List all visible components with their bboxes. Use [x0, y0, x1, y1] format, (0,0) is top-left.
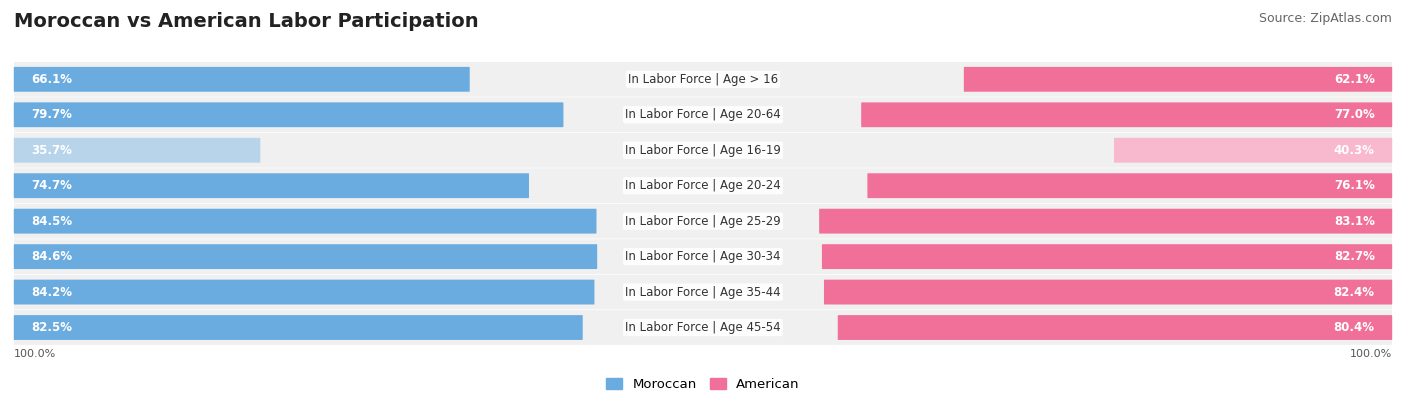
Legend: Moroccan, American: Moroccan, American	[600, 373, 806, 395]
Text: 100.0%: 100.0%	[14, 349, 56, 359]
FancyBboxPatch shape	[823, 244, 1392, 269]
Text: 76.1%: 76.1%	[1334, 179, 1375, 192]
FancyBboxPatch shape	[868, 173, 1392, 198]
FancyBboxPatch shape	[14, 315, 582, 340]
Text: In Labor Force | Age 16-19: In Labor Force | Age 16-19	[626, 144, 780, 157]
Text: 100.0%: 100.0%	[1350, 349, 1392, 359]
Text: 77.0%: 77.0%	[1334, 108, 1375, 121]
Text: In Labor Force | Age 20-64: In Labor Force | Age 20-64	[626, 108, 780, 121]
FancyBboxPatch shape	[14, 62, 1392, 97]
FancyBboxPatch shape	[14, 102, 564, 127]
Text: In Labor Force | Age 25-29: In Labor Force | Age 25-29	[626, 214, 780, 228]
FancyBboxPatch shape	[14, 209, 596, 233]
Text: Moroccan vs American Labor Participation: Moroccan vs American Labor Participation	[14, 12, 478, 31]
Text: 84.6%: 84.6%	[31, 250, 72, 263]
FancyBboxPatch shape	[862, 102, 1392, 127]
FancyBboxPatch shape	[14, 275, 1392, 309]
Text: 40.3%: 40.3%	[1334, 144, 1375, 157]
FancyBboxPatch shape	[14, 310, 1392, 345]
Text: 62.1%: 62.1%	[1334, 73, 1375, 86]
FancyBboxPatch shape	[14, 204, 1392, 239]
Text: 83.1%: 83.1%	[1334, 214, 1375, 228]
Text: In Labor Force | Age 45-54: In Labor Force | Age 45-54	[626, 321, 780, 334]
FancyBboxPatch shape	[14, 244, 598, 269]
FancyBboxPatch shape	[14, 173, 529, 198]
FancyBboxPatch shape	[1114, 138, 1392, 163]
Text: In Labor Force | Age > 16: In Labor Force | Age > 16	[628, 73, 778, 86]
Text: 84.2%: 84.2%	[31, 286, 72, 299]
FancyBboxPatch shape	[820, 209, 1392, 233]
FancyBboxPatch shape	[824, 280, 1392, 305]
FancyBboxPatch shape	[14, 280, 595, 305]
Text: 82.4%: 82.4%	[1334, 286, 1375, 299]
FancyBboxPatch shape	[14, 98, 1392, 132]
Text: In Labor Force | Age 30-34: In Labor Force | Age 30-34	[626, 250, 780, 263]
FancyBboxPatch shape	[14, 67, 470, 92]
Text: 82.7%: 82.7%	[1334, 250, 1375, 263]
FancyBboxPatch shape	[14, 239, 1392, 274]
Text: 79.7%: 79.7%	[31, 108, 72, 121]
FancyBboxPatch shape	[14, 138, 260, 163]
Text: 80.4%: 80.4%	[1334, 321, 1375, 334]
FancyBboxPatch shape	[965, 67, 1392, 92]
Text: 82.5%: 82.5%	[31, 321, 72, 334]
FancyBboxPatch shape	[14, 133, 1392, 167]
Text: Source: ZipAtlas.com: Source: ZipAtlas.com	[1258, 12, 1392, 25]
Text: 84.5%: 84.5%	[31, 214, 72, 228]
Text: In Labor Force | Age 20-24: In Labor Force | Age 20-24	[626, 179, 780, 192]
FancyBboxPatch shape	[838, 315, 1392, 340]
Text: 74.7%: 74.7%	[31, 179, 72, 192]
Text: In Labor Force | Age 35-44: In Labor Force | Age 35-44	[626, 286, 780, 299]
Text: 66.1%: 66.1%	[31, 73, 72, 86]
FancyBboxPatch shape	[14, 168, 1392, 203]
Text: 35.7%: 35.7%	[31, 144, 72, 157]
